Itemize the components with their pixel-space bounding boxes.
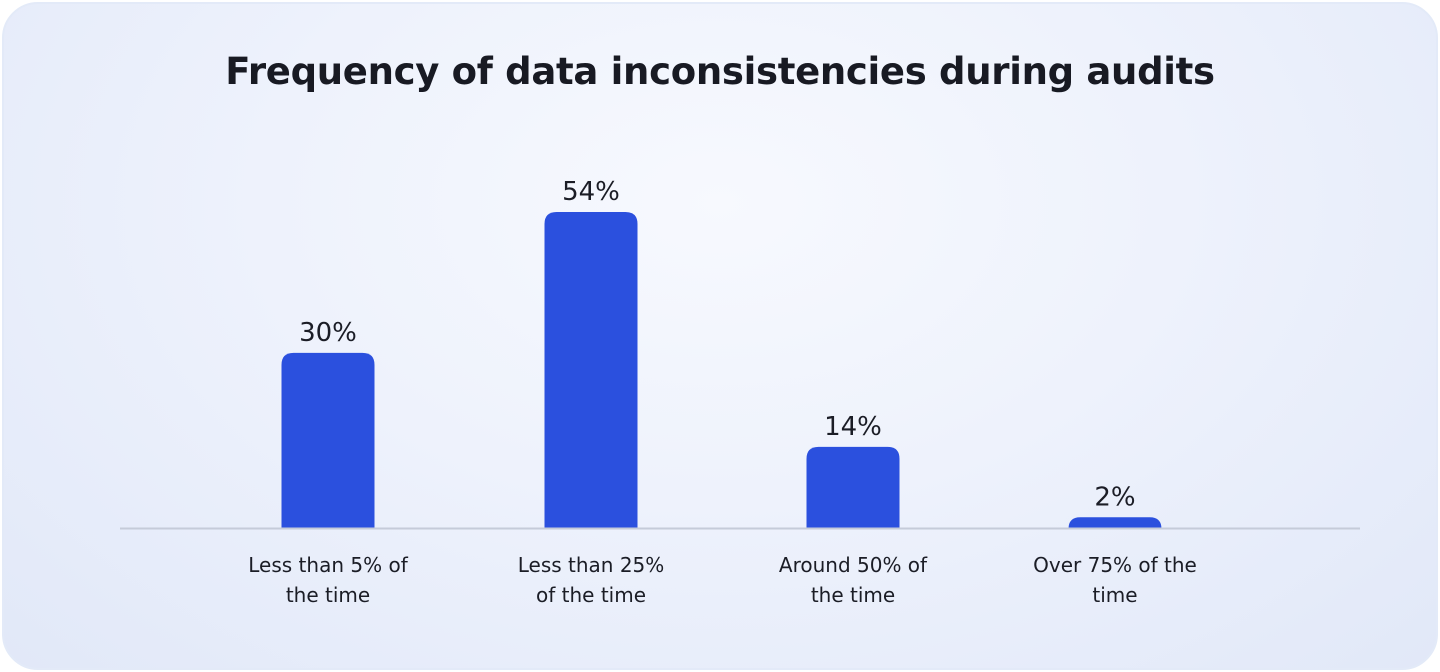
category-label-3-line-1: Around 50% of	[779, 553, 928, 577]
bar-chart: 30% Less than 5% of the time 54% Less than 2…	[120, 177, 1360, 607]
category-label-4-line-1: Over 75% of the	[1033, 553, 1197, 577]
category-label-1-line-2: the time	[286, 583, 370, 607]
category-label-2-line-2: of the time	[536, 583, 646, 607]
category-label-4-line-2: time	[1092, 583, 1137, 607]
category-label-1-line-1: Less than 5% of	[248, 553, 408, 577]
bars-group	[281, 212, 1162, 529]
category-label-3-line-2: the time	[811, 583, 895, 607]
labels-group: 30% Less than 5% of the time 54% Less than 2…	[248, 177, 1197, 607]
bar-3	[806, 446, 900, 529]
bar-4	[1068, 517, 1162, 529]
value-label-3: 14%	[824, 412, 882, 442]
value-label-4: 2%	[1094, 482, 1135, 512]
value-label-2: 54%	[562, 177, 620, 207]
bar-2	[544, 212, 638, 529]
chart-title: Frequency of data inconsistencies during…	[225, 50, 1215, 93]
bar-1	[281, 352, 375, 529]
category-label-2-line-1: Less than 25%	[518, 553, 665, 577]
value-label-1: 30%	[299, 318, 357, 348]
